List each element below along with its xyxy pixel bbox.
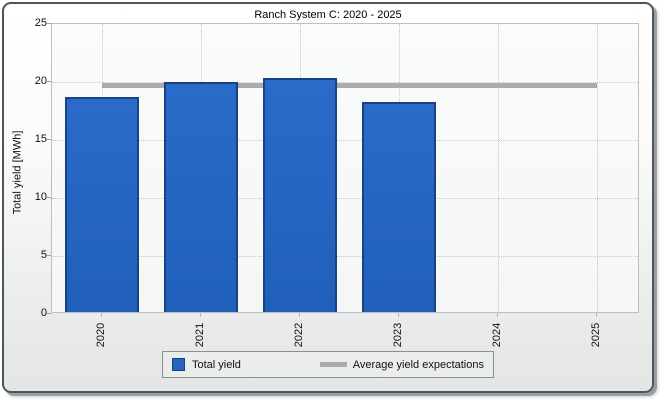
- bar-2023: [362, 102, 436, 312]
- x-tick-label-2023: 2023: [392, 322, 404, 348]
- y-tick-label-5: 5: [40, 249, 47, 261]
- legend-item-average-expectations: Average yield expectations: [319, 358, 484, 371]
- legend: Total yield Average yield expectations: [162, 351, 494, 378]
- y-tick-mark-25: [47, 23, 51, 24]
- x-tick-mark-2025: [596, 313, 597, 317]
- x-tick-label-2025: 2025: [590, 322, 602, 348]
- total-yield-swatch-icon: [172, 358, 185, 371]
- y-tick-label-25: 25: [34, 17, 47, 29]
- x-tick-mark-2022: [299, 313, 300, 317]
- x-tick-label-2020: 2020: [95, 322, 107, 348]
- y-tick-label-0: 0: [40, 307, 47, 319]
- horizontal-gridline-5: [52, 256, 638, 257]
- horizontal-gridline-20: [52, 82, 638, 83]
- average-expectations-swatch-icon: [319, 362, 347, 367]
- y-tick-mark-5: [47, 255, 51, 256]
- bar-2020: [65, 97, 139, 312]
- x-tick-label-2024: 2024: [491, 322, 503, 348]
- x-tick-mark-2024: [497, 313, 498, 317]
- x-tick-mark-2020: [101, 313, 102, 317]
- y-tick-mark-20: [47, 81, 51, 82]
- y-tick-mark-15: [47, 139, 51, 140]
- plot-area: [51, 23, 639, 313]
- bar-2022: [263, 77, 337, 312]
- vertical-gridline-2024: [498, 24, 499, 312]
- chart-window: Ranch System C: 2020 - 2025 Total yield …: [2, 2, 654, 393]
- horizontal-gridline-10: [52, 198, 638, 199]
- legend-item-total-yield: Total yield: [172, 358, 241, 371]
- x-tick-mark-2021: [200, 313, 201, 317]
- chart-title: Ranch System C: 2020 - 2025: [254, 9, 402, 21]
- y-tick-label-10: 10: [34, 191, 47, 203]
- y-tick-mark-0: [47, 313, 51, 314]
- x-tick-label-2021: 2021: [194, 322, 206, 348]
- y-tick-label-20: 20: [34, 75, 47, 87]
- vertical-gridline-2025: [597, 24, 598, 312]
- x-tick-mark-2023: [398, 313, 399, 317]
- y-tick-label-15: 15: [34, 133, 47, 145]
- x-tick-label-2022: 2022: [293, 322, 305, 348]
- y-tick-mark-10: [47, 197, 51, 198]
- legend-label-average-expectations: Average yield expectations: [352, 358, 484, 371]
- horizontal-gridline-15: [52, 140, 638, 141]
- legend-label-total-yield: Total yield: [192, 358, 241, 371]
- bar-2021: [164, 82, 238, 312]
- y-axis-title: Total yield [MWh]: [11, 130, 24, 215]
- average-expectation-line: [102, 83, 597, 89]
